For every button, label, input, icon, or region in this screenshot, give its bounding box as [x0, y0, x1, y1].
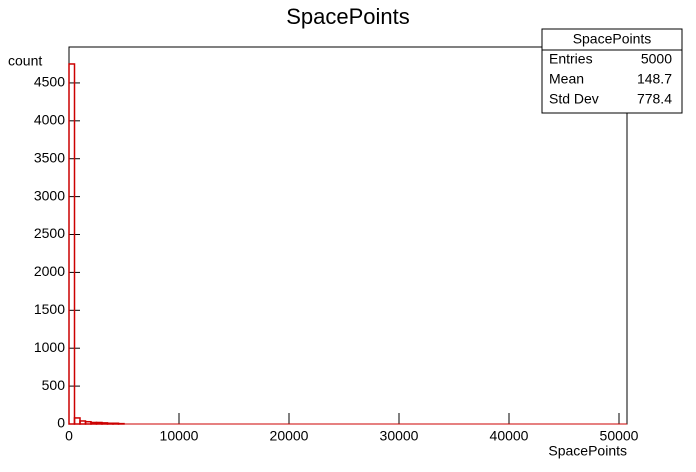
stats-title: SpacePoints [573, 31, 652, 47]
chart-title: SpacePoints [286, 4, 410, 29]
y-tick-label: 1500 [34, 301, 65, 317]
y-tick-label: 4000 [34, 112, 65, 128]
x-tick-label: 40000 [490, 428, 529, 444]
stats-value: 778.4 [637, 91, 672, 107]
y-tick-label: 1000 [34, 339, 65, 355]
y-tick-label: 3500 [34, 149, 65, 165]
stats-label: Mean [549, 71, 584, 87]
stats-label: Entries [549, 51, 593, 67]
y-tick-label: 500 [42, 377, 66, 393]
stats-value: 5000 [641, 51, 672, 67]
y-tick-label: 0 [57, 415, 65, 431]
y-tick-label: 4500 [34, 74, 65, 90]
stats-box [541, 28, 683, 114]
y-axis-title: count [8, 53, 42, 69]
x-axis-title: SpacePoints [548, 443, 627, 459]
x-tick-label: 20000 [270, 428, 309, 444]
y-tick-label: 2500 [34, 225, 65, 241]
y-tick-label: 2000 [34, 263, 65, 279]
stats-label: Std Dev [549, 91, 599, 107]
x-tick-label: 50000 [600, 428, 639, 444]
x-tick-label: 10000 [160, 428, 199, 444]
x-tick-label: 0 [65, 428, 73, 444]
stats-value: 148.7 [637, 71, 672, 87]
y-tick-label: 3000 [34, 187, 65, 203]
x-tick-label: 30000 [380, 428, 419, 444]
